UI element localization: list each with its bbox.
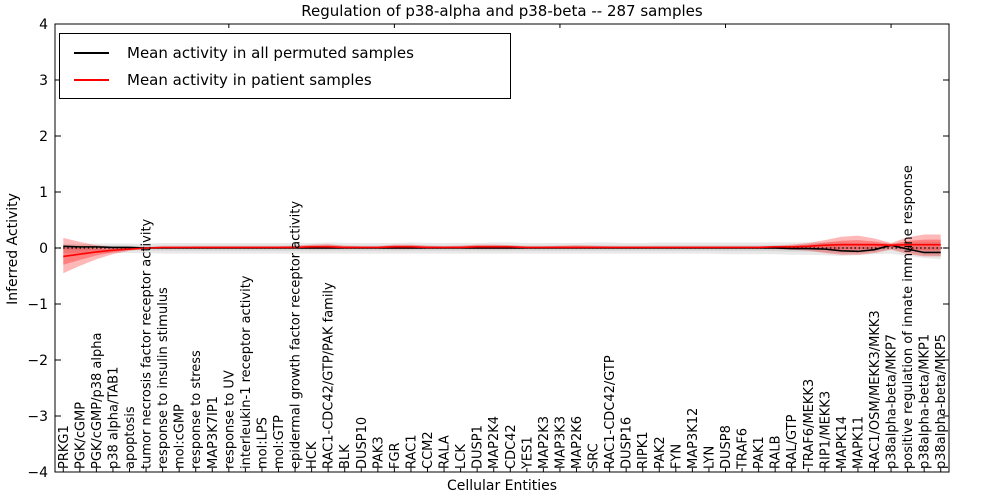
x-tick-label: LCK <box>454 444 469 469</box>
x-tick-labels: PRKG1 PGK/cGMP PGK/cGMP/p38 alpha p38 alpha… <box>57 165 949 470</box>
x-tick-label: CCM2 <box>421 431 436 469</box>
x-tick-label: CDC42 <box>504 424 519 469</box>
x-tick-label: p38alpha-beta/MKP5 <box>934 334 949 469</box>
series-line-1 <box>63 243 941 258</box>
x-tick-label: PRKG1 <box>57 425 72 469</box>
permuted-band-outer <box>63 241 941 260</box>
x-tick-label: tumor necrosis factor receptor activity <box>140 218 155 469</box>
x-tick-label: MAP3K3 <box>553 416 568 469</box>
legend-item-permuted: Mean activity in all permuted samples <box>74 39 510 66</box>
x-tick-label: MAP2K6 <box>570 416 585 469</box>
x-tick-label: RIP1/MEKK3 <box>818 391 833 469</box>
y-axis-title: Inferred Activity <box>5 193 21 305</box>
x-tick-label: RAL/GTP <box>785 414 800 469</box>
x-tick-label: mol:cGMP <box>173 404 188 469</box>
x-tick-label: PAK1 <box>752 436 767 469</box>
x-tick-label: MAPK11 <box>851 416 866 469</box>
x-tick-label: mol:GTP <box>272 415 287 469</box>
y-tick-label: 0 <box>39 241 48 257</box>
x-tick-label: RALB <box>769 435 784 469</box>
legend-label-patient: Mean activity in patient samples <box>127 70 372 89</box>
x-tick-label: MAP3K12 <box>686 408 701 469</box>
x-tick-label: DUSP16 <box>620 417 635 469</box>
x-tick-label: RIPK1 <box>636 431 651 469</box>
legend-line-permuted-icon <box>74 51 109 54</box>
y-tick-labels: 4 3 2 1 0 −1 −2 −3 −4 <box>27 17 48 481</box>
x-tick-label: interleukin-1 receptor activity <box>239 275 254 469</box>
x-tick-label: MAP2K3 <box>537 416 552 469</box>
x-tick-label: DUSP8 <box>719 425 734 469</box>
x-tick-label: BLK <box>338 444 353 469</box>
x-tick-label: SRC <box>587 443 602 469</box>
x-tick-label: LYN <box>702 446 717 469</box>
y-tick-label: 2 <box>39 129 48 145</box>
x-tick-label: FGR <box>388 442 403 469</box>
x-tick-label: MAP3K7IP1 <box>206 396 221 469</box>
plot-border <box>54 23 950 473</box>
x-tick-label: RAC1-CDC42/GTP/PAK family <box>322 282 337 469</box>
bands-layer <box>63 234 941 274</box>
x-tick-label: DUSP10 <box>355 417 370 469</box>
patient-band-inner <box>63 239 941 265</box>
x-tick-label: YES1 <box>520 436 535 470</box>
x-tick-label: mol:LPS <box>255 417 270 469</box>
y-tick-label: −3 <box>27 409 48 425</box>
x-tick-label: PGK/cGMP/p38 alpha <box>90 333 105 469</box>
legend-item-patient: Mean activity in patient samples <box>74 66 510 93</box>
y-tick-label: −2 <box>27 353 48 369</box>
x-tick-label: MAPK14 <box>835 416 850 469</box>
y-tick-label: 4 <box>39 17 48 33</box>
x-tick-label: FYN <box>669 444 684 469</box>
x-tick-label: response to insulin stimulus <box>156 287 171 469</box>
x-tick-label: p38alpha-beta/MKP7 <box>885 334 900 469</box>
x-tick-label: RAC1/OSM/MEKK3/MKK3 <box>868 310 883 469</box>
x-tick-label: PAK2 <box>653 436 668 469</box>
x-tick-label: PGK/cGMP <box>73 402 88 469</box>
patient-band-outer <box>63 234 941 274</box>
y-tick-label: 3 <box>39 73 48 89</box>
legend-line-patient-icon <box>74 78 109 81</box>
x-tick-label: RAC1-CDC42/GTP <box>603 355 618 469</box>
y-tick-label: 1 <box>39 185 48 201</box>
x-axis-title: Cellular Entities <box>446 478 558 494</box>
legend: Mean activity in all permuted samples Me… <box>59 33 511 99</box>
y-tick-label: −1 <box>27 297 48 313</box>
x-tick-label: epidermal growth factor receptor activit… <box>289 201 304 469</box>
chart-title: Regulation of p38-alpha and p38-beta -- … <box>301 2 703 20</box>
x-tick-label: DUSP1 <box>471 425 486 469</box>
x-tick-label: PAK3 <box>371 436 386 469</box>
x-tick-label: positive regulation of innate immune res… <box>901 165 916 469</box>
x-tick-label: TRAF6/MEKK3 <box>802 379 817 470</box>
x-tick-label: response to UV <box>222 370 237 469</box>
x-tick-label: TRAF6 <box>736 428 751 470</box>
x-tick-label: RALA <box>438 435 453 469</box>
x-tick-label: HCK <box>305 441 320 469</box>
x-tick-label: response to stress <box>189 350 204 469</box>
x-tick-label: apoptosis <box>123 406 138 469</box>
legend-label-permuted: Mean activity in all permuted samples <box>127 43 414 62</box>
x-tick-label: p38alpha-beta/MKP1 <box>918 334 933 469</box>
x-tick-label: RAC1 <box>404 434 419 469</box>
y-tick-label: −4 <box>27 465 48 481</box>
x-tick-label: MAP2K4 <box>487 416 502 469</box>
x-tick-label: p38 alpha/TAB1 <box>106 367 121 469</box>
